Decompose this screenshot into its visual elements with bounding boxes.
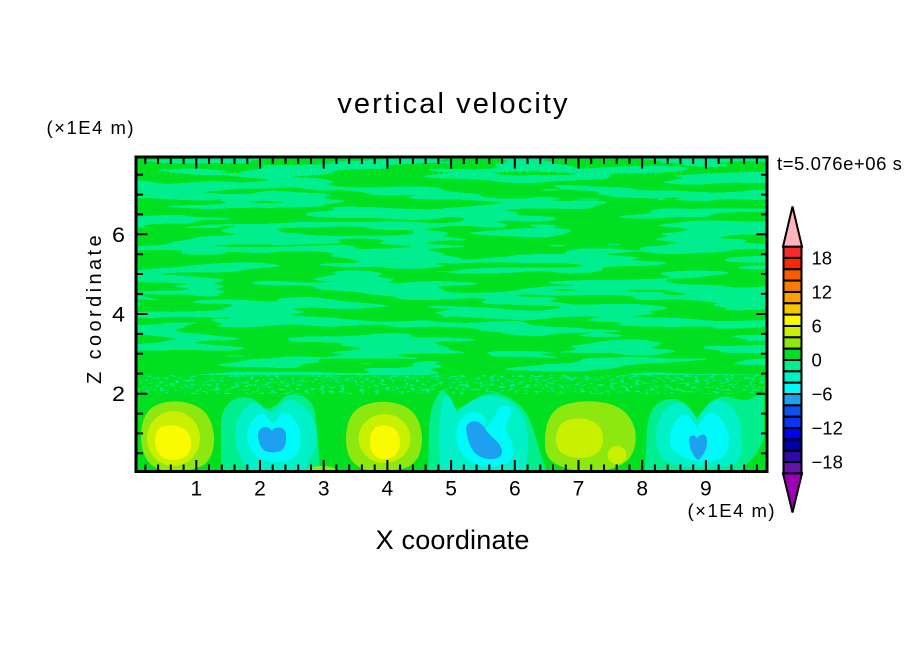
svg-text:4: 4 <box>112 304 125 327</box>
svg-text:3: 3 <box>318 478 330 501</box>
svg-text:9: 9 <box>700 478 712 501</box>
svg-text:Z coordinate: Z coordinate <box>84 232 106 384</box>
svg-text:−6: −6 <box>812 384 833 405</box>
svg-text:(×1E4 m): (×1E4 m) <box>47 117 136 138</box>
svg-text:0: 0 <box>812 350 822 371</box>
svg-text:4: 4 <box>382 478 394 501</box>
svg-text:−18: −18 <box>812 452 843 473</box>
svg-text:2: 2 <box>254 478 266 501</box>
svg-text:vertical velocity: vertical velocity <box>337 88 569 120</box>
svg-text:(×1E4 m): (×1E4 m) <box>688 500 777 521</box>
svg-text:X coordinate: X coordinate <box>376 525 530 555</box>
svg-text:6: 6 <box>812 316 822 337</box>
svg-text:7: 7 <box>573 478 585 501</box>
svg-text:5: 5 <box>445 478 457 501</box>
svg-text:6: 6 <box>509 478 521 501</box>
svg-text:18: 18 <box>812 247 833 268</box>
svg-text:−12: −12 <box>812 418 843 439</box>
svg-text:2: 2 <box>112 383 125 406</box>
svg-text:8: 8 <box>636 478 648 501</box>
svg-text:1: 1 <box>190 478 202 501</box>
svg-text:6: 6 <box>112 224 125 247</box>
svg-text:t=5.076e+06 s: t=5.076e+06 s <box>777 153 902 174</box>
svg-text:12: 12 <box>812 282 833 303</box>
